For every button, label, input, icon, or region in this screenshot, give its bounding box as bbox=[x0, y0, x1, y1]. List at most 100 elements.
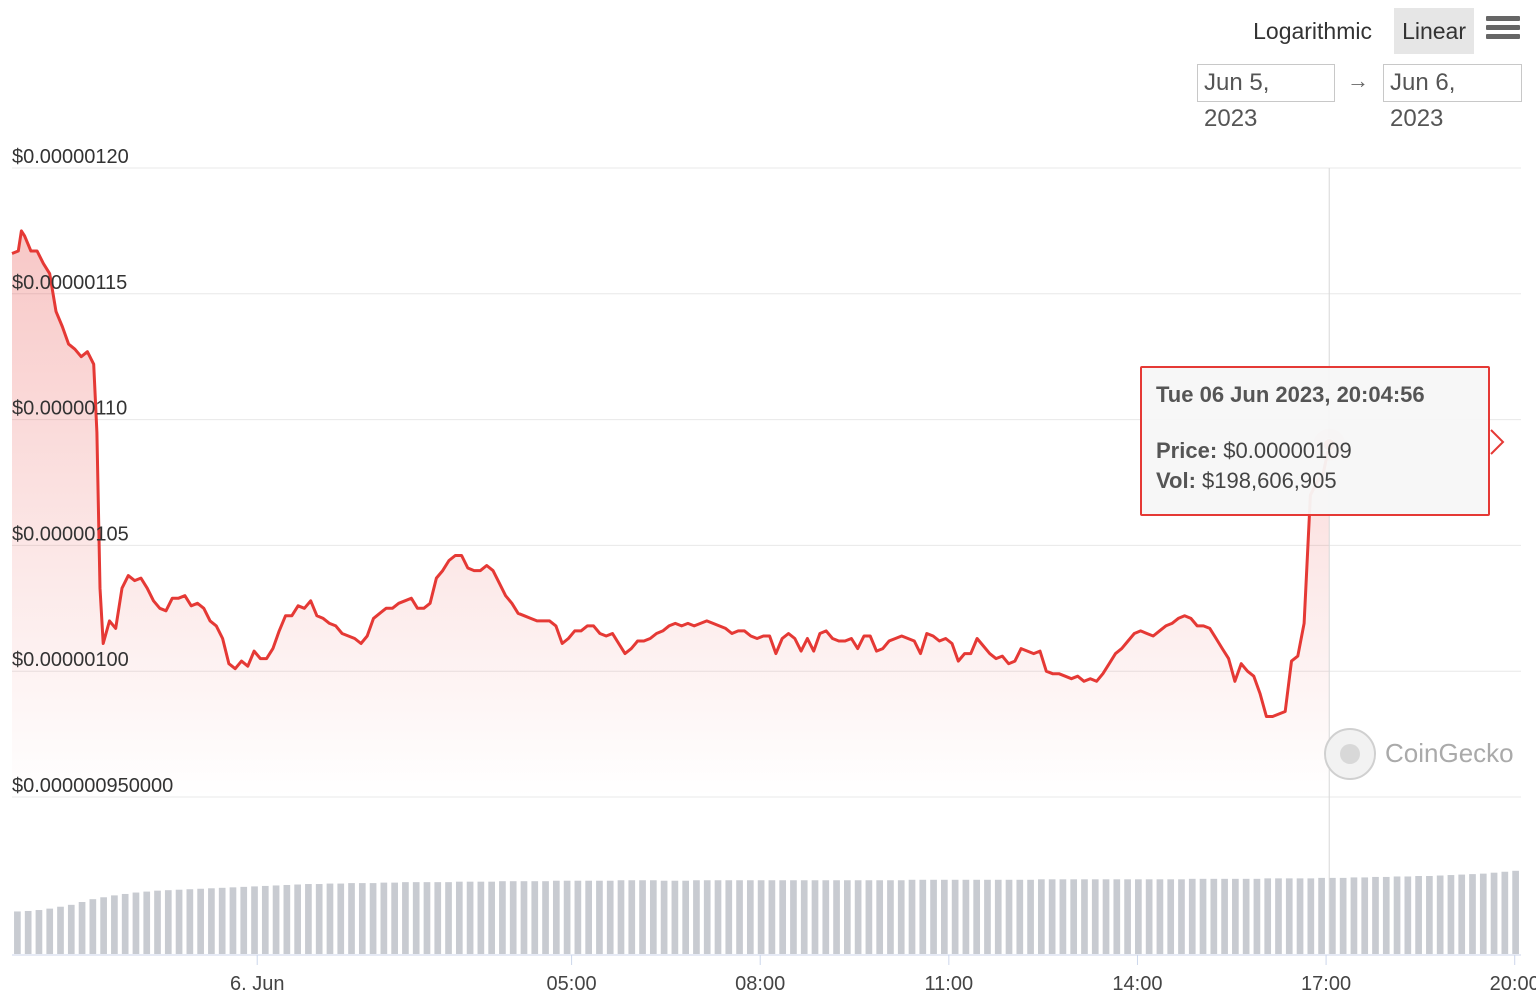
volume-bar bbox=[811, 880, 819, 954]
y-axis-ticks: $0.00000120 $0.00000115 $0.00000110 $0.0000… bbox=[12, 146, 173, 797]
watermark-text: CoinGecko bbox=[1385, 738, 1514, 768]
volume-bar bbox=[606, 880, 614, 954]
volume-bar bbox=[477, 881, 485, 954]
volume-bar bbox=[843, 880, 851, 954]
volume-bar bbox=[78, 902, 86, 954]
x-tick-label: 14:00 bbox=[1112, 973, 1162, 995]
arrow-right-icon: → bbox=[1347, 68, 1369, 93]
volume-bar bbox=[563, 880, 571, 954]
volume-bar bbox=[1382, 876, 1390, 954]
volume-bar bbox=[628, 880, 636, 954]
volume-bar bbox=[1318, 877, 1325, 954]
volume-bar bbox=[919, 879, 927, 954]
x-tick-label: 6. Jun bbox=[230, 973, 284, 995]
volume-bar bbox=[294, 884, 301, 954]
volume-bar bbox=[100, 897, 107, 954]
volume-bar bbox=[121, 893, 129, 954]
volume-bar bbox=[865, 880, 873, 954]
volume-bar bbox=[1167, 879, 1175, 954]
date-to-input[interactable]: Jun 6, 2023 bbox=[1383, 64, 1522, 132]
volume-bar bbox=[736, 880, 743, 954]
volume-bar bbox=[1296, 878, 1304, 954]
volume-bar bbox=[1156, 879, 1164, 954]
volume-bar bbox=[67, 904, 75, 954]
volume-bar bbox=[143, 891, 151, 954]
volume-bar bbox=[768, 880, 776, 954]
volume-bar bbox=[1102, 879, 1110, 954]
volume-bar bbox=[714, 880, 722, 954]
volume-bar bbox=[1307, 878, 1315, 954]
volume-bar bbox=[984, 879, 991, 954]
x-tick-label: 11:00 bbox=[925, 973, 974, 995]
volume-bar bbox=[423, 882, 431, 954]
volume-bar bbox=[380, 882, 388, 954]
volume-bar bbox=[1199, 878, 1207, 954]
tooltip-price-label: Price: bbox=[1156, 438, 1218, 463]
volume-bar bbox=[1178, 879, 1185, 954]
volume-bar bbox=[1070, 879, 1078, 954]
toolbar: Logarithmic Linear bbox=[1136, 8, 1536, 54]
volume-bar bbox=[1490, 872, 1498, 954]
volume-bar bbox=[186, 889, 194, 954]
logarithmic-scale-button[interactable]: Logarithmic bbox=[1253, 18, 1372, 44]
volume-bar bbox=[854, 880, 862, 954]
volume-bar bbox=[1361, 877, 1369, 954]
tooltip-vol-value: $198,606,905 bbox=[1202, 468, 1337, 493]
tooltip-price-row: Price: $0.00000109 bbox=[1156, 438, 1474, 464]
volume-bar bbox=[703, 880, 711, 954]
tooltip-vol-row: Vol: $198,606,905 bbox=[1156, 468, 1474, 494]
tooltip: Tue 06 Jun 2023, 20:04:56 Price: $0.0000… bbox=[1140, 366, 1490, 516]
volume-bar bbox=[337, 883, 345, 954]
volume-bar bbox=[24, 910, 32, 954]
volume-bar bbox=[283, 884, 291, 954]
volume-bar bbox=[876, 880, 884, 954]
volume-bar bbox=[218, 887, 226, 954]
volume-bar bbox=[455, 881, 463, 954]
volume-bar bbox=[348, 883, 355, 954]
volume-bar bbox=[746, 880, 754, 954]
x-tick-label: 17:00 bbox=[1301, 973, 1351, 995]
volume-bar bbox=[1232, 878, 1239, 954]
volume-bar bbox=[391, 882, 398, 954]
volume-bar bbox=[951, 879, 959, 954]
x-tick-label: 08:00 bbox=[735, 973, 785, 995]
volume-bar bbox=[887, 880, 894, 954]
linear-scale-button[interactable]: Linear bbox=[1394, 8, 1474, 54]
volume-bar bbox=[1393, 876, 1401, 954]
volume-bar bbox=[520, 881, 528, 954]
volume-bar bbox=[800, 880, 808, 954]
volume-bar bbox=[1038, 879, 1045, 954]
volume-bar bbox=[1242, 878, 1250, 954]
volume-bar bbox=[358, 883, 366, 954]
volume-bar bbox=[1124, 879, 1131, 954]
volume-bar bbox=[542, 881, 549, 954]
y-tick-label: $0.00000120 bbox=[12, 146, 129, 168]
volume-bar bbox=[46, 908, 54, 954]
volume-bar bbox=[154, 890, 161, 954]
volume-bar bbox=[175, 889, 183, 954]
volume-bar bbox=[994, 879, 1002, 954]
volume-bar bbox=[833, 880, 840, 954]
volume-bar bbox=[402, 882, 409, 954]
volume-bar bbox=[1221, 878, 1228, 954]
hamburger-menu-icon[interactable] bbox=[1486, 16, 1520, 46]
volume-bar bbox=[1188, 878, 1196, 954]
volume-bar bbox=[1426, 876, 1433, 954]
volume-bar bbox=[574, 880, 582, 954]
volume-bar bbox=[757, 880, 765, 954]
volume-bar bbox=[962, 879, 970, 954]
volume-bar bbox=[509, 881, 517, 954]
date-from-input[interactable]: Jun 5, 2023 bbox=[1197, 64, 1335, 132]
volume-bar bbox=[57, 906, 64, 954]
x-tick-label: 05:00 bbox=[547, 973, 597, 995]
volume-bar bbox=[132, 892, 140, 954]
volume-bar bbox=[445, 882, 452, 954]
price-line bbox=[11, 229, 1331, 718]
tooltip-pointer bbox=[1490, 429, 1505, 455]
volume-bar bbox=[434, 882, 442, 954]
volume-bar bbox=[369, 883, 377, 954]
volume-bar bbox=[1329, 877, 1336, 954]
tooltip-vol-label: Vol: bbox=[1156, 468, 1196, 493]
volume-bar bbox=[1145, 879, 1153, 954]
volume-bar bbox=[164, 890, 172, 954]
